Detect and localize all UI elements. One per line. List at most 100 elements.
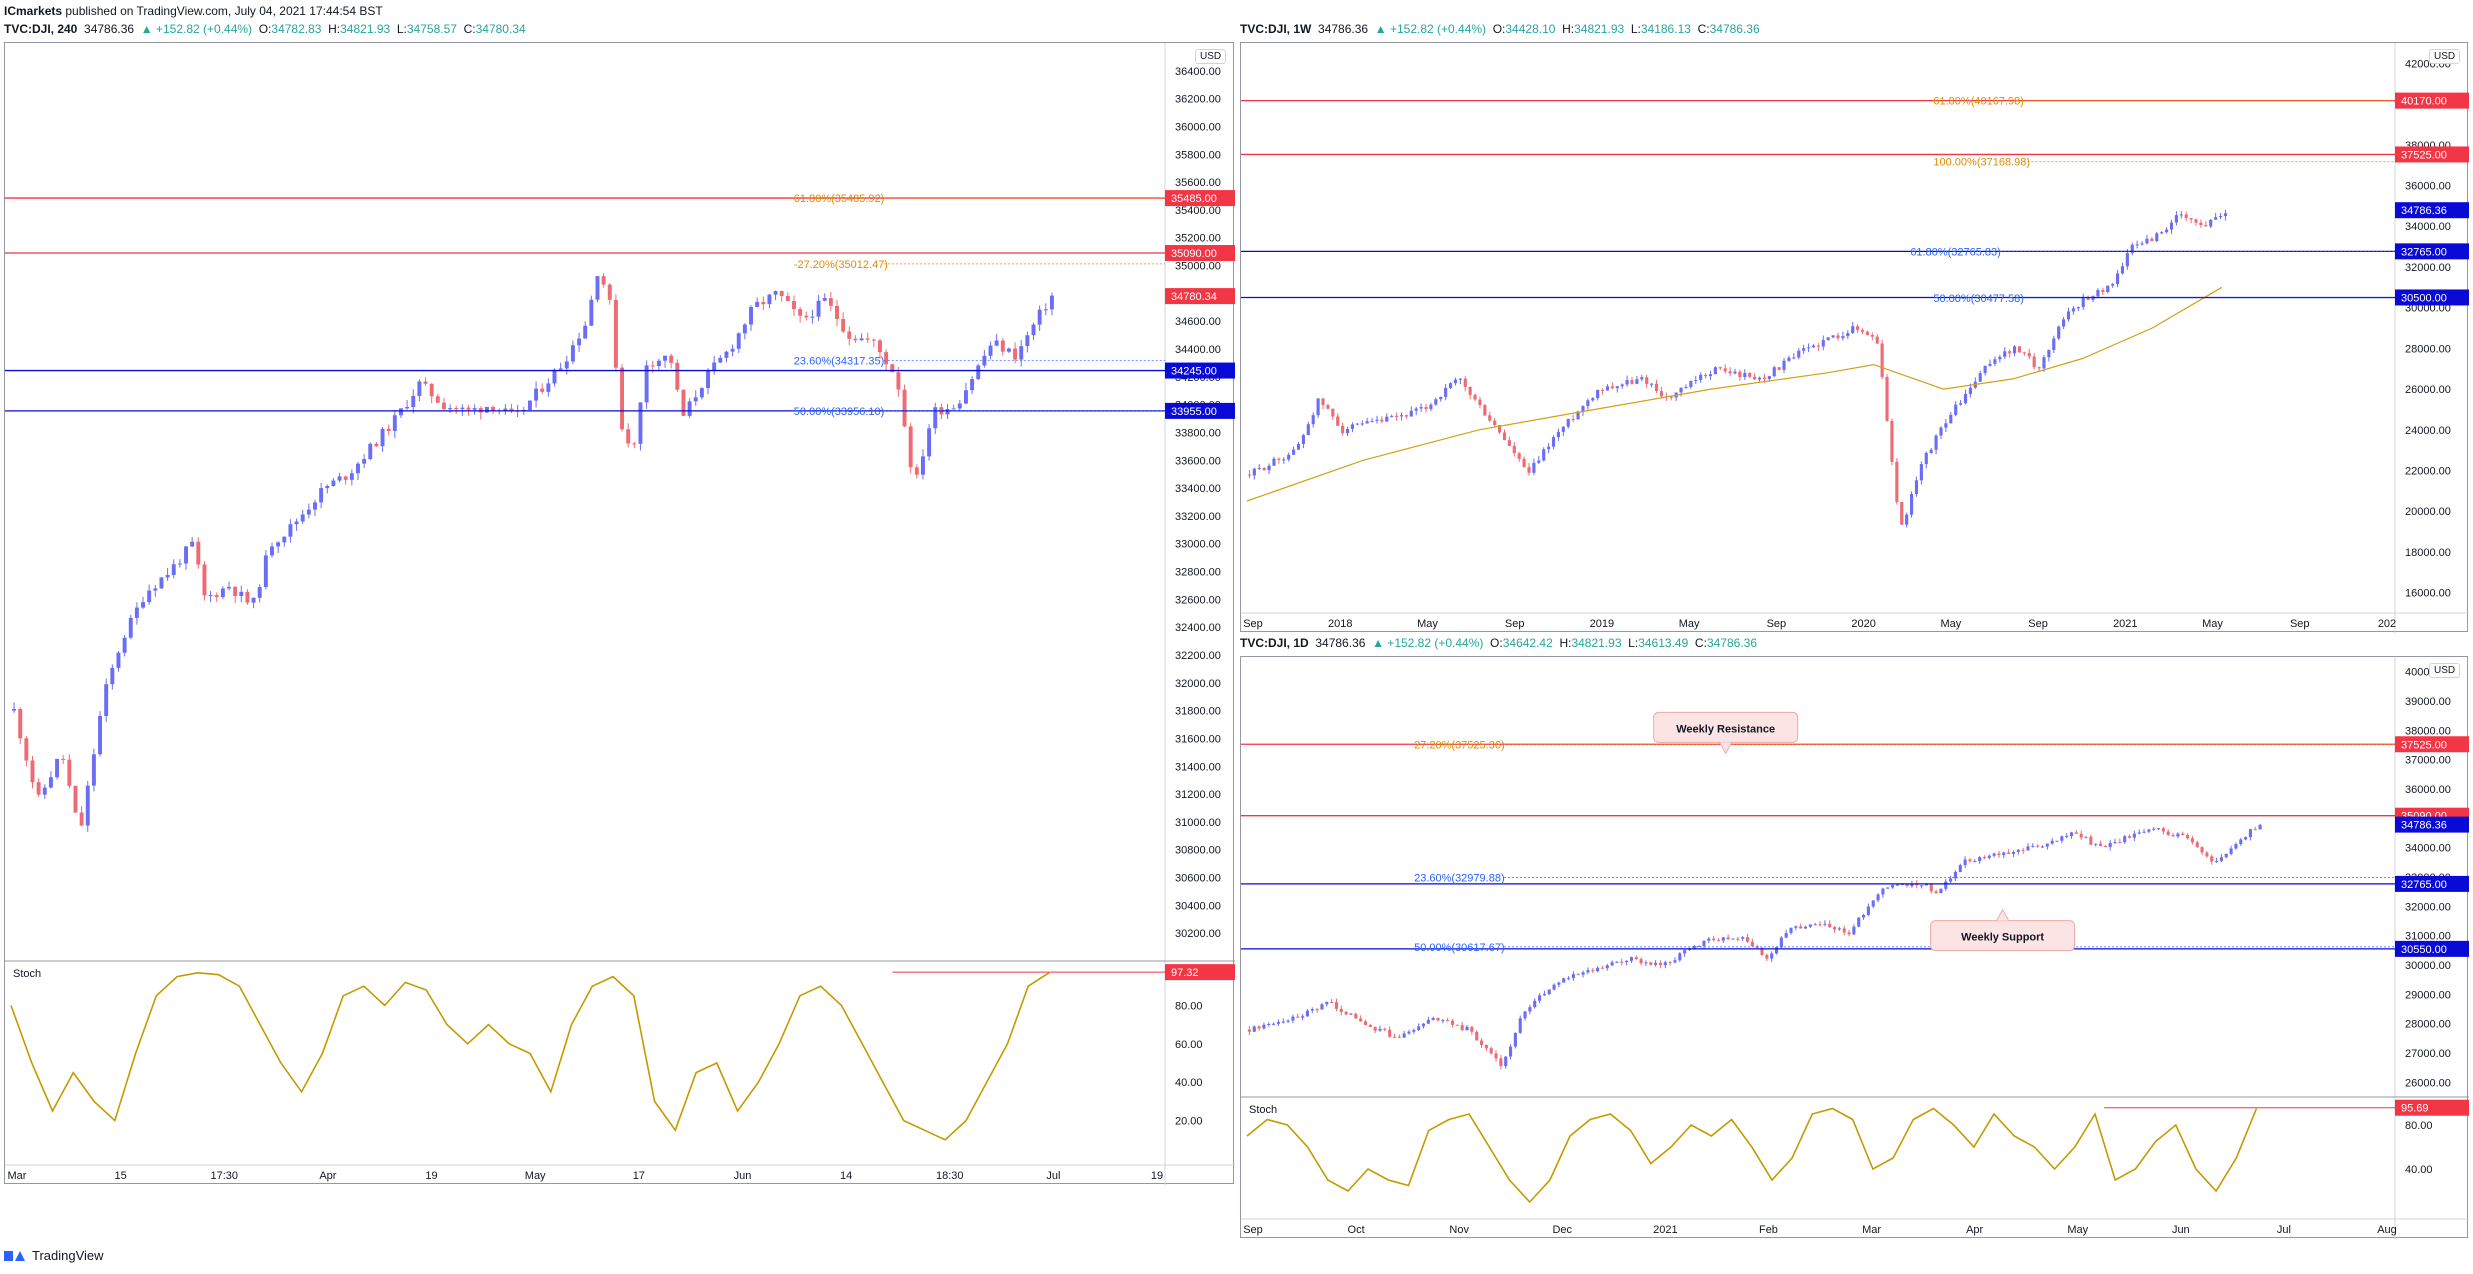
candle (1644, 960, 1648, 966)
candle (2214, 212, 2218, 220)
candle-body (1993, 359, 1997, 364)
candle-body (1802, 348, 1806, 351)
candle-body (1547, 989, 1551, 995)
candle (484, 406, 489, 414)
candle (1668, 961, 1672, 966)
candle (263, 550, 268, 590)
candle-body (1885, 376, 1889, 421)
candle (2229, 845, 2233, 856)
candle-body (1881, 888, 1885, 895)
candle (239, 585, 244, 603)
currency-badge-1d[interactable]: USD (2429, 663, 2461, 678)
candle-body (1973, 861, 1977, 863)
candle-body (1315, 1009, 1319, 1011)
candle (1870, 332, 1874, 341)
candle-body (1272, 458, 1276, 466)
candle (1712, 935, 1716, 942)
candle (1968, 857, 1972, 863)
candle (1847, 929, 1851, 937)
candle (1380, 416, 1384, 424)
candle-body (423, 381, 428, 384)
candle (2125, 249, 2129, 270)
candle-body (441, 402, 446, 410)
candle-body (208, 595, 213, 597)
candle-body (1745, 937, 1750, 942)
chart-svg-1w[interactable]: 42000.0040000.0038000.0036000.0034000.00… (1241, 43, 2469, 633)
chart-panel-1d[interactable]: 40000.00 39000.00 38000.00 37000.00 36000.00… (1240, 656, 2469, 1239)
candle (122, 634, 127, 657)
candle (2066, 307, 2071, 322)
candle-body (785, 295, 790, 302)
candle (2215, 857, 2219, 863)
candle-body (1629, 957, 1633, 961)
currency-badge-1w[interactable]: USD (2429, 49, 2461, 64)
candle (251, 597, 256, 609)
candle (2204, 221, 2208, 227)
candle-body (1446, 1020, 1450, 1022)
candle-body (1450, 1020, 1455, 1025)
symbol-240: TVC:DJI, 240 (4, 22, 78, 36)
candle (1673, 957, 1677, 964)
chart-panel-240[interactable]: 36400.00 36200.00 36000.00 35800.00 35600.00… (4, 42, 1235, 1185)
chart-svg-240[interactable]: 36400.00 36200.00 36000.00 35800.00 35600.00… (5, 43, 1235, 1185)
candle (577, 332, 582, 353)
candle-body (2142, 831, 2146, 833)
candle (2174, 211, 2178, 226)
candle-body (325, 486, 330, 489)
candle (1043, 303, 1048, 316)
chart-panel-1w[interactable]: 42000.0040000.0038000.0036000.0034000.00… (1240, 42, 2469, 633)
candle (1336, 413, 1340, 427)
candle-body (2081, 298, 2085, 308)
candle-body (42, 787, 47, 795)
candle-body (128, 617, 133, 638)
candle (1782, 358, 1786, 373)
candle (374, 441, 379, 447)
candle (1968, 383, 1972, 398)
candle (871, 338, 876, 348)
candle-body (1571, 974, 1575, 979)
candle-body (1325, 1001, 1329, 1005)
resistance-level-tag (2395, 92, 2469, 109)
candle (85, 780, 90, 832)
candle (1816, 343, 1820, 351)
candle (1842, 925, 1846, 936)
candle-body (1826, 337, 1830, 341)
candle (1468, 386, 1472, 400)
x-tick-label: May (525, 1170, 546, 1182)
candle-body (1291, 1016, 1295, 1021)
candle (2022, 351, 2026, 356)
candle (1743, 369, 1747, 381)
candle (613, 294, 618, 372)
currency-badge-240[interactable]: USD (1195, 49, 1227, 64)
candle-body (1828, 923, 1832, 928)
candle (2132, 830, 2136, 842)
fib-level-label: 61.80%(40167.98) (1933, 96, 2024, 108)
x-tick-label: 18:30 (936, 1170, 964, 1182)
candle-body (2145, 238, 2149, 244)
candle-body (718, 357, 723, 363)
candle-body (1518, 1018, 1522, 1033)
x-tick-label: 17:30 (211, 1170, 239, 1182)
candle (822, 293, 827, 302)
candle-body (1987, 855, 1991, 858)
candle-body (319, 488, 324, 503)
candle (1963, 389, 1968, 405)
resistance-level-tag (2395, 736, 2469, 753)
candle-body (1247, 1029, 1251, 1032)
candle-body (1880, 343, 1884, 377)
footer-brand[interactable]: TradingView (32, 1248, 104, 1263)
y-tick-label: 22000.00 (2405, 466, 2451, 478)
y-tick-label: 30200.00 (1175, 928, 1221, 940)
candle (1625, 375, 1629, 387)
candle (392, 410, 397, 439)
candle-body (1330, 1001, 1334, 1003)
candle-body (1412, 1030, 1416, 1032)
candle-body (134, 607, 139, 618)
candle-body (884, 352, 889, 365)
candle (147, 584, 152, 605)
candle-body (1866, 906, 1870, 915)
x-tick-label: Jun (2172, 1224, 2190, 1236)
candle-body (1532, 462, 1536, 473)
candle-body (1475, 1031, 1479, 1041)
chart-svg-1d[interactable]: 40000.0039000.0038000.0037000.0036000.00… (1241, 657, 2469, 1239)
